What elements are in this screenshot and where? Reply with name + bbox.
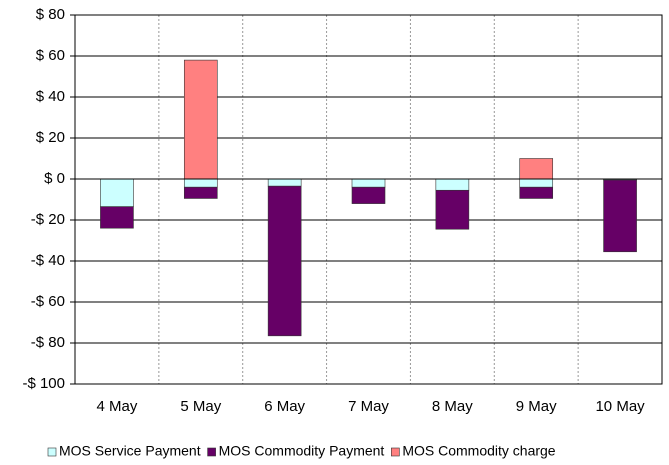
bar-segment <box>267 178 302 187</box>
y-tick-label: $ 40 <box>36 88 65 105</box>
bar-segment <box>435 178 470 191</box>
bar-segment <box>519 186 554 199</box>
bar-segment <box>100 178 134 207</box>
y-tick-label: -$ 100 <box>22 375 65 392</box>
bar-segment <box>183 59 218 180</box>
x-tick-label: 9 May <box>516 398 557 415</box>
y-tick-label: $ 0 <box>44 170 65 187</box>
y-tick-label: -$ 60 <box>31 293 65 310</box>
bar-segment <box>603 179 637 253</box>
x-tick-label: 5 May <box>180 398 221 415</box>
bar-segment <box>183 178 218 188</box>
y-tick-label: -$ 40 <box>31 252 65 269</box>
x-tick-label: 4 May <box>96 398 137 415</box>
bar-segment <box>351 178 386 188</box>
bar-segment <box>519 178 554 188</box>
x-tick-label: 8 May <box>432 398 473 415</box>
y-tick-label: $ 20 <box>36 129 65 146</box>
legend-label: MOS Commodity Payment <box>219 443 385 459</box>
bar-segment <box>519 158 554 180</box>
x-tick-label: 6 May <box>264 398 305 415</box>
legend-swatch <box>207 447 216 457</box>
legend-label: MOS Commodity charge <box>402 443 555 459</box>
bar-segment <box>435 189 470 230</box>
x-tick-label: 7 May <box>348 398 389 415</box>
y-tick-label: -$ 20 <box>31 211 65 228</box>
x-tick-label: 10 May <box>595 398 645 415</box>
y-tick-label: $ 60 <box>36 47 65 64</box>
bar-segment <box>183 186 218 199</box>
bar-segment <box>100 206 134 229</box>
legend-swatch <box>391 447 400 457</box>
legend-swatch <box>47 447 57 457</box>
bar-segment <box>267 185 302 337</box>
bar-segment <box>351 186 386 204</box>
y-tick-label: -$ 80 <box>31 334 65 351</box>
y-tick-label: $ 80 <box>36 6 65 23</box>
plot-frame <box>74 14 663 385</box>
legend-label: MOS Service Payment <box>59 443 201 459</box>
